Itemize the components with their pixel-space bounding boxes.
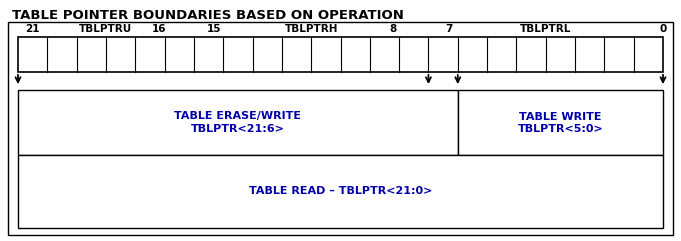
Text: 21: 21 xyxy=(25,24,40,34)
Text: TABLE ERASE/WRITE: TABLE ERASE/WRITE xyxy=(174,112,302,121)
Text: TBLPTR<21:6>: TBLPTR<21:6> xyxy=(191,125,285,134)
Bar xyxy=(8,22,673,235)
Text: 8: 8 xyxy=(390,24,397,34)
Bar xyxy=(458,90,663,155)
Text: TBLPTRL: TBLPTRL xyxy=(520,24,571,34)
Bar xyxy=(18,37,663,72)
Bar xyxy=(18,90,458,155)
Text: 0: 0 xyxy=(659,24,667,34)
Text: TBLPTRH: TBLPTRH xyxy=(285,24,338,34)
Text: TBLPTRU: TBLPTRU xyxy=(79,24,133,34)
Text: 16: 16 xyxy=(151,24,166,34)
Text: 15: 15 xyxy=(207,24,222,34)
Bar xyxy=(18,155,663,228)
Text: TABLE READ – TBLPTR<21:0>: TABLE READ – TBLPTR<21:0> xyxy=(249,187,432,196)
Text: 7: 7 xyxy=(445,24,453,34)
Text: TABLE WRITE: TABLE WRITE xyxy=(519,112,601,121)
Text: TABLE POINTER BOUNDARIES BASED ON OPERATION: TABLE POINTER BOUNDARIES BASED ON OPERAT… xyxy=(12,9,404,22)
Text: TBLPTR<5:0>: TBLPTR<5:0> xyxy=(518,125,603,134)
